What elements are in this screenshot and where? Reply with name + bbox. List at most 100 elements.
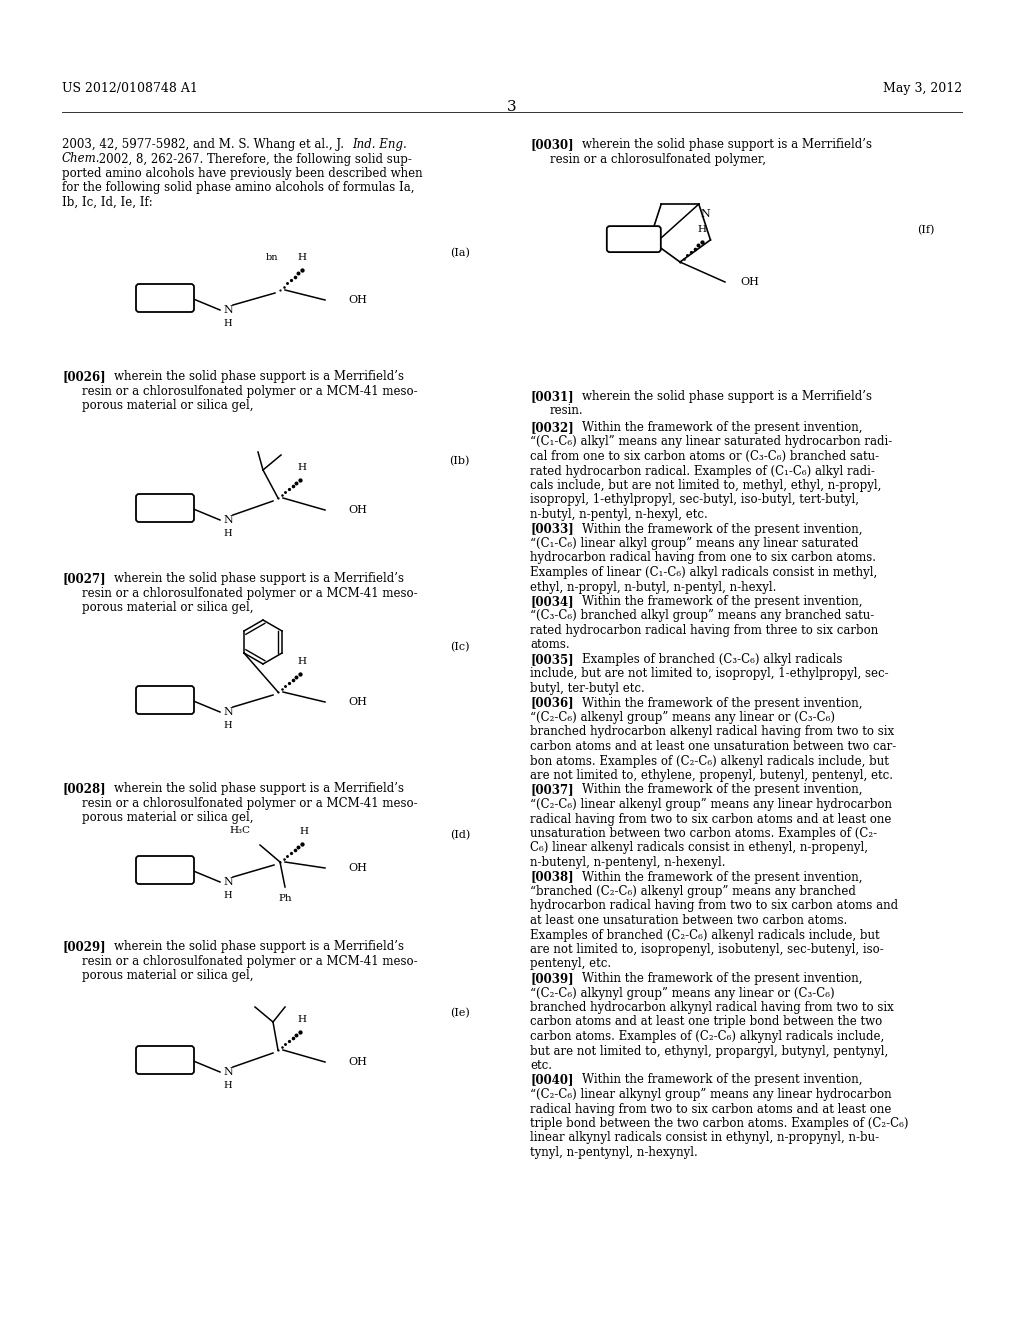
- Text: Within the framework of the present invention,: Within the framework of the present inve…: [582, 421, 862, 434]
- Text: H: H: [298, 253, 306, 261]
- Text: carbon atoms and at least one unsaturation between two car-: carbon atoms and at least one unsaturati…: [530, 741, 896, 752]
- Text: “(C₁-C₆) linear alkyl group” means any linear saturated: “(C₁-C₆) linear alkyl group” means any l…: [530, 537, 858, 550]
- FancyBboxPatch shape: [607, 226, 660, 252]
- Text: [0026]: [0026]: [62, 370, 105, 383]
- Text: US 2012/0108748 A1: US 2012/0108748 A1: [62, 82, 198, 95]
- Text: radical having from two to six carbon atoms and at least one: radical having from two to six carbon at…: [530, 813, 891, 825]
- Text: wherein the solid phase support is a Merrifield’s: wherein the solid phase support is a Mer…: [582, 139, 872, 150]
- Text: OH: OH: [348, 506, 367, 515]
- Text: are not limited to, isopropenyl, isobutenyl, sec-butenyl, iso-: are not limited to, isopropenyl, isobute…: [530, 942, 884, 956]
- Text: N: N: [223, 876, 232, 887]
- Text: Ph: Ph: [279, 894, 292, 903]
- FancyBboxPatch shape: [136, 855, 194, 884]
- Text: OH: OH: [740, 277, 759, 286]
- Text: [0029]: [0029]: [62, 940, 105, 953]
- Text: rated hydrocarbon radical. Examples of (C₁-C₆) alkyl radi-: rated hydrocarbon radical. Examples of (…: [530, 465, 874, 478]
- Text: “(C₂-C₆) linear alkynyl group” means any linear hydrocarbon: “(C₂-C₆) linear alkynyl group” means any…: [530, 1088, 892, 1101]
- Text: “(C₁-C₆) alkyl” means any linear saturated hydrocarbon radi-: “(C₁-C₆) alkyl” means any linear saturat…: [530, 436, 892, 449]
- Text: wherein the solid phase support is a Merrifield’s: wherein the solid phase support is a Mer…: [114, 572, 404, 585]
- Text: H: H: [697, 224, 707, 234]
- Text: resin or a chlorosulfonated polymer,: resin or a chlorosulfonated polymer,: [550, 153, 766, 165]
- Text: isopropyl, 1-ethylpropyl, sec-butyl, iso-butyl, tert-butyl,: isopropyl, 1-ethylpropyl, sec-butyl, iso…: [530, 494, 859, 507]
- Text: at least one unsaturation between two carbon atoms.: at least one unsaturation between two ca…: [530, 913, 847, 927]
- Text: May 3, 2012: May 3, 2012: [883, 82, 962, 95]
- Text: are not limited to, ethylene, propenyl, butenyl, pentenyl, etc.: are not limited to, ethylene, propenyl, …: [530, 770, 893, 781]
- Text: for the following solid phase amino alcohols of formulas Ia,: for the following solid phase amino alco…: [62, 181, 415, 194]
- Text: H: H: [223, 528, 232, 537]
- Text: radical having from two to six carbon atoms and at least one: radical having from two to six carbon at…: [530, 1102, 891, 1115]
- Text: [0031]: [0031]: [530, 389, 573, 403]
- Text: Within the framework of the present invention,: Within the framework of the present inve…: [582, 697, 862, 710]
- FancyBboxPatch shape: [136, 284, 194, 312]
- Text: N: N: [223, 515, 232, 525]
- Text: OH: OH: [348, 863, 367, 873]
- Text: “branched (C₂-C₆) alkenyl group” means any branched: “branched (C₂-C₆) alkenyl group” means a…: [530, 884, 856, 898]
- Text: but are not limited to, ethynyl, propargyl, butynyl, pentynyl,: but are not limited to, ethynyl, proparg…: [530, 1044, 888, 1057]
- Text: [0035]: [0035]: [530, 653, 573, 667]
- Text: [0037]: [0037]: [530, 784, 573, 796]
- Text: resin or a chlorosulfonated polymer or a MCM-41 meso-: resin or a chlorosulfonated polymer or a…: [82, 796, 418, 809]
- Text: Within the framework of the present invention,: Within the framework of the present inve…: [582, 870, 862, 883]
- Text: butyl, ter-butyl etc.: butyl, ter-butyl etc.: [530, 682, 645, 696]
- Text: ported amino alcohols have previously been described when: ported amino alcohols have previously be…: [62, 168, 423, 180]
- Text: rated hydrocarbon radical having from three to six carbon: rated hydrocarbon radical having from th…: [530, 624, 879, 638]
- Text: (Ia): (Ia): [451, 248, 470, 259]
- Text: porous material or silica gel,: porous material or silica gel,: [82, 399, 254, 412]
- Text: (Ic): (Ic): [451, 642, 470, 652]
- FancyBboxPatch shape: [136, 1045, 194, 1074]
- Text: H: H: [223, 891, 232, 899]
- Text: “(C₃-C₆) branched alkyl group” means any branched satu-: “(C₃-C₆) branched alkyl group” means any…: [530, 610, 874, 623]
- Text: cal from one to six carbon atoms or (C₃-C₆) branched satu-: cal from one to six carbon atoms or (C₃-…: [530, 450, 880, 463]
- Text: [0036]: [0036]: [530, 697, 573, 710]
- Text: N: N: [223, 305, 232, 315]
- Text: 3: 3: [507, 100, 517, 114]
- Text: [0038]: [0038]: [530, 870, 573, 883]
- Text: [0040]: [0040]: [530, 1073, 573, 1086]
- Text: OH: OH: [348, 697, 367, 708]
- Text: Within the framework of the present invention,: Within the framework of the present inve…: [582, 523, 862, 536]
- Text: resin or a chlorosulfonated polymer or a MCM-41 meso-: resin or a chlorosulfonated polymer or a…: [82, 586, 418, 599]
- Text: 2002, 8, 262-267. Therefore, the following solid sup-: 2002, 8, 262-267. Therefore, the followi…: [95, 153, 412, 165]
- Text: “(C₂-C₆) alkynyl group” means any linear or (C₃-C₆): “(C₂-C₆) alkynyl group” means any linear…: [530, 986, 835, 999]
- Text: Chem.: Chem.: [62, 153, 100, 165]
- Text: N: N: [223, 708, 232, 717]
- Text: branched hydrocarbon alkenyl radical having from two to six: branched hydrocarbon alkenyl radical hav…: [530, 726, 894, 738]
- Text: [0027]: [0027]: [62, 572, 105, 585]
- Text: include, but are not limited to, isopropyl, 1-ethylpropyl, sec-: include, but are not limited to, isoprop…: [530, 668, 889, 681]
- Text: [0030]: [0030]: [530, 139, 573, 150]
- Text: [0028]: [0028]: [62, 781, 105, 795]
- FancyBboxPatch shape: [136, 686, 194, 714]
- Text: Examples of linear (C₁-C₆) alkyl radicals consist in methyl,: Examples of linear (C₁-C₆) alkyl radical…: [530, 566, 878, 579]
- Text: Examples of branched (C₃-C₆) alkyl radicals: Examples of branched (C₃-C₆) alkyl radic…: [582, 653, 843, 667]
- Text: porous material or silica gel,: porous material or silica gel,: [82, 969, 254, 982]
- Text: H: H: [299, 828, 308, 836]
- Text: resin or a chlorosulfonated polymer or a MCM-41 meso-: resin or a chlorosulfonated polymer or a…: [82, 384, 418, 397]
- Text: “(C₂-C₆) linear alkenyl group” means any linear hydrocarbon: “(C₂-C₆) linear alkenyl group” means any…: [530, 799, 892, 810]
- Text: atoms.: atoms.: [530, 639, 569, 652]
- Text: carbon atoms. Examples of (C₂-C₆) alkynyl radicals include,: carbon atoms. Examples of (C₂-C₆) alkyny…: [530, 1030, 885, 1043]
- Text: Ind. Eng.: Ind. Eng.: [352, 139, 407, 150]
- Text: triple bond between the two carbon atoms. Examples of (C₂-C₆): triple bond between the two carbon atoms…: [530, 1117, 908, 1130]
- Text: H: H: [223, 318, 232, 327]
- Text: OH: OH: [348, 294, 367, 305]
- Text: n-butyl, n-pentyl, n-hexyl, etc.: n-butyl, n-pentyl, n-hexyl, etc.: [530, 508, 708, 521]
- Text: pentenyl, etc.: pentenyl, etc.: [530, 957, 611, 970]
- Text: (If): (If): [918, 224, 935, 235]
- Text: Examples of branched (C₂-C₆) alkenyl radicals include, but: Examples of branched (C₂-C₆) alkenyl rad…: [530, 928, 880, 941]
- Text: H: H: [223, 721, 232, 730]
- Text: ethyl, n-propyl, n-butyl, n-pentyl, n-hexyl.: ethyl, n-propyl, n-butyl, n-pentyl, n-he…: [530, 581, 776, 594]
- Text: bn: bn: [265, 253, 278, 261]
- Text: Within the framework of the present invention,: Within the framework of the present inve…: [582, 1073, 862, 1086]
- Text: wherein the solid phase support is a Merrifield’s: wherein the solid phase support is a Mer…: [114, 940, 404, 953]
- Text: C₆) linear alkenyl radicals consist in ethenyl, n-propenyl,: C₆) linear alkenyl radicals consist in e…: [530, 842, 868, 854]
- Text: “(C₂-C₆) alkenyl group” means any linear or (C₃-C₆): “(C₂-C₆) alkenyl group” means any linear…: [530, 711, 835, 723]
- Text: (Ie): (Ie): [451, 1008, 470, 1018]
- Text: Within the framework of the present invention,: Within the framework of the present inve…: [582, 595, 862, 609]
- Text: H: H: [298, 657, 306, 667]
- Text: OH: OH: [348, 1057, 367, 1067]
- Text: H: H: [298, 463, 306, 473]
- Text: bon atoms. Examples of (C₂-C₆) alkenyl radicals include, but: bon atoms. Examples of (C₂-C₆) alkenyl r…: [530, 755, 889, 767]
- Text: etc.: etc.: [530, 1059, 552, 1072]
- Text: resin or a chlorosulfonated polymer or a MCM-41 meso-: resin or a chlorosulfonated polymer or a…: [82, 954, 418, 968]
- FancyBboxPatch shape: [136, 494, 194, 521]
